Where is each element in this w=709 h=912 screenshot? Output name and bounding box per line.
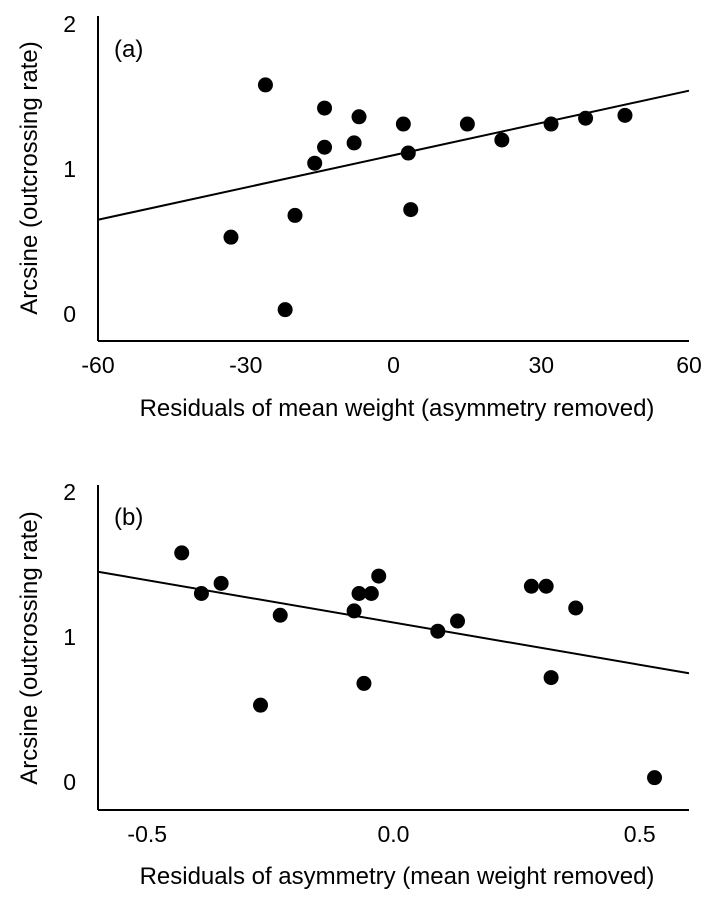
panel-a-x-tick-label: 60 bbox=[676, 352, 702, 378]
panel-a-point-15 bbox=[543, 116, 559, 132]
panel-b-trendline bbox=[97, 570, 690, 675]
panel-b-point-11 bbox=[430, 623, 446, 639]
panel-a-y-tick-label: 0 bbox=[63, 301, 76, 327]
panel-b-x-tick-label: 0.5 bbox=[624, 821, 656, 847]
panel-a-trendline bbox=[97, 89, 690, 221]
panel-b-point-6 bbox=[346, 603, 362, 619]
panel-b-y-tick-label: 0 bbox=[63, 769, 76, 795]
panel-a-x-ticks: -60 -30 0 30 60 bbox=[81, 352, 701, 378]
panel-a-y-tick-label: 2 bbox=[63, 11, 76, 37]
panel-b-points bbox=[174, 545, 663, 786]
panel-b-point-8 bbox=[356, 675, 372, 691]
panel-b-point-5 bbox=[272, 607, 288, 623]
panel-b-point-12 bbox=[450, 613, 466, 629]
panel-a-y-axis-title: Arcsine (outcrossing rate) bbox=[16, 41, 43, 314]
panel-a-point-11 bbox=[400, 145, 416, 161]
panel-a-point-9 bbox=[351, 109, 367, 125]
panel-b-x-axis-title: Residuals of asymmetry (mean weight remo… bbox=[140, 863, 655, 890]
panel-b-label: (b) bbox=[114, 504, 143, 531]
panel-a-x-axis-title: Residuals of mean weight (asymmetry remo… bbox=[140, 395, 655, 422]
panel-b-point-13 bbox=[523, 578, 539, 594]
panel-b-point-2 bbox=[193, 586, 209, 601]
panel-b-y-ticks: 0 1 2 bbox=[63, 479, 76, 795]
panel-b-x-tick-label: 0.0 bbox=[378, 821, 410, 847]
panel-b-point-10 bbox=[371, 568, 387, 584]
panel-a-points bbox=[223, 77, 633, 318]
panel-b-point-3 bbox=[213, 575, 229, 591]
panel-b-y-axis-title: Arcsine (outcrossing rate) bbox=[16, 511, 43, 784]
panel-a-point-16 bbox=[578, 110, 594, 126]
panel-a-point-5 bbox=[307, 155, 323, 171]
panel-a-point-4 bbox=[287, 207, 303, 223]
panel-b-point-15 bbox=[543, 670, 559, 686]
panel-b: -0.5 0.0 0.5 0 1 2 (b) Residuals of asymmetr… bbox=[16, 479, 690, 890]
panel-b-point-1 bbox=[174, 545, 190, 561]
panel-a-y-ticks: 0 1 2 bbox=[63, 11, 76, 327]
panel-b-y-tick-label: 1 bbox=[63, 624, 76, 650]
panel-a: -60 -30 0 30 60 0 1 2 (a) Residuals of mean we… bbox=[16, 11, 702, 422]
panel-a-point-14 bbox=[494, 132, 510, 148]
panel-a-point-10 bbox=[395, 116, 411, 132]
panel-b-point-9 bbox=[363, 586, 379, 601]
panel-a-point-13 bbox=[459, 116, 475, 132]
panel-a-point-17 bbox=[617, 107, 633, 123]
panel-b-point-14 bbox=[538, 578, 554, 594]
panel-b-y-tick-label: 2 bbox=[63, 479, 76, 505]
panel-b-x-ticks: -0.5 0.0 0.5 bbox=[127, 821, 655, 847]
panel-a-point-2 bbox=[257, 77, 273, 93]
panel-a-point-3 bbox=[277, 302, 293, 318]
panel-a-y-tick-label: 1 bbox=[63, 156, 76, 182]
panel-a-x-tick-label: -60 bbox=[81, 352, 114, 378]
panel-a-x-tick-label: 30 bbox=[528, 352, 554, 378]
panel-b-point-16 bbox=[568, 600, 584, 616]
panel-b-point-4 bbox=[253, 697, 269, 713]
panel-a-point-12 bbox=[403, 202, 419, 218]
panel-b-point-17 bbox=[647, 770, 663, 786]
panel-a-point-6 bbox=[317, 100, 333, 116]
panel-b-x-tick-label: -0.5 bbox=[127, 821, 167, 847]
panel-a-point-1 bbox=[223, 229, 239, 245]
panel-a-x-tick-label: 0 bbox=[387, 352, 400, 378]
panel-a-x-tick-label: -30 bbox=[229, 352, 262, 378]
panel-a-point-8 bbox=[346, 135, 362, 151]
panel-a-label: (a) bbox=[114, 36, 143, 63]
panel-a-point-7 bbox=[317, 139, 333, 155]
panel-b-point-7 bbox=[351, 586, 367, 601]
